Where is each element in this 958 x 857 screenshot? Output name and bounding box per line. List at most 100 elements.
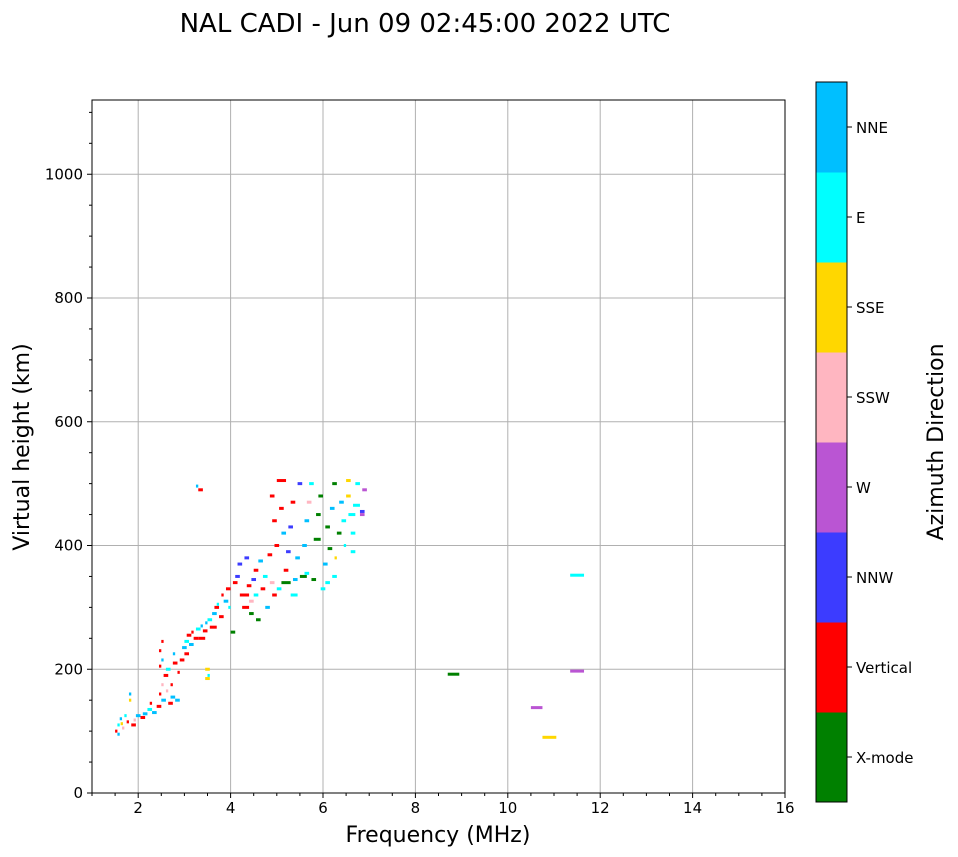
- data-point: [198, 636, 206, 640]
- colorbar-tick-label: SSW: [856, 389, 890, 407]
- data-point: [297, 482, 303, 486]
- data-point: [260, 587, 266, 591]
- data-point: [332, 482, 337, 486]
- data-point: [249, 599, 254, 603]
- data-point: [346, 494, 351, 498]
- data-point: [239, 593, 250, 597]
- data-point: [221, 593, 224, 597]
- y-tick-label: 800: [54, 289, 83, 307]
- data-point: [120, 722, 123, 726]
- data-point: [202, 629, 208, 633]
- axis-ticks: 2 4 6 8 10 12 14 16 0 200 400 600 800 1000: [45, 111, 795, 817]
- data-point: [149, 701, 153, 705]
- data-point: [219, 615, 224, 619]
- data-point: [124, 714, 127, 718]
- data-point: [225, 587, 231, 591]
- data-point: [242, 605, 250, 609]
- data-point: [161, 658, 164, 662]
- data-point: [161, 698, 166, 702]
- data-point: [184, 639, 190, 643]
- data-point: [177, 670, 180, 674]
- data-point: [276, 587, 282, 591]
- chart-title: NAL CADI - Jun 09 02:45:00 2022 UTC: [180, 9, 671, 39]
- data-point: [302, 544, 307, 547]
- data-point: [126, 720, 129, 724]
- data-point: [323, 562, 328, 566]
- x-tick-label: 14: [683, 799, 702, 817]
- data-point: [128, 698, 132, 702]
- data-point: [212, 612, 217, 616]
- colorbar-tick-label: NNE: [856, 119, 888, 137]
- data-point: [198, 488, 203, 492]
- data-point: [350, 550, 356, 554]
- data-point: [246, 584, 252, 588]
- data-point: [267, 553, 273, 557]
- x-axis-label: Frequency (MHz): [346, 823, 531, 848]
- data-point: [265, 605, 270, 609]
- y-tick-label: 600: [54, 413, 83, 431]
- data-point: [158, 664, 162, 668]
- grid-lines: [92, 100, 785, 793]
- data-point: [334, 556, 337, 560]
- data-point: [207, 673, 210, 677]
- data-point: [362, 488, 367, 492]
- data-point: [117, 732, 120, 736]
- data-point: [299, 574, 307, 578]
- colorbar-tick-label: SSE: [856, 299, 885, 317]
- data-point: [228, 605, 231, 609]
- data-point: [447, 672, 460, 676]
- data-point: [191, 630, 194, 634]
- x-tick-label: 6: [318, 799, 328, 817]
- data-point: [182, 646, 187, 650]
- colorbar-tick-label: E: [856, 209, 865, 227]
- data-point: [272, 593, 277, 597]
- data-point: [355, 482, 360, 486]
- data-point: [279, 506, 284, 510]
- data-point: [542, 735, 557, 739]
- x-tick-label: 10: [498, 799, 517, 817]
- colorbar-segment: [816, 532, 847, 623]
- data-point: [170, 683, 173, 687]
- data-point: [350, 531, 356, 535]
- data-point: [172, 661, 178, 665]
- data-point: [193, 636, 199, 640]
- data-point: [283, 568, 289, 572]
- y-tick-label: 400: [54, 537, 83, 555]
- data-point: [133, 718, 136, 722]
- data-point: [214, 605, 220, 609]
- data-point: [251, 578, 257, 582]
- data-point: [230, 630, 236, 634]
- data-point: [332, 574, 337, 578]
- colorbar-segment: [816, 82, 847, 173]
- data-point: [304, 519, 310, 523]
- data-point: [179, 658, 185, 662]
- data-point: [286, 550, 291, 554]
- data-point: [290, 593, 298, 597]
- data-point: [170, 695, 176, 699]
- data-point: [163, 673, 169, 677]
- data-point: [147, 707, 153, 711]
- data-point: [339, 500, 344, 504]
- plot-frame: [91, 99, 786, 794]
- data-point: [327, 547, 333, 551]
- x-tick-label: 8: [411, 799, 421, 817]
- colorbar-segment: [816, 622, 847, 713]
- data-point: [359, 513, 365, 517]
- x-tick-label: 16: [775, 799, 794, 817]
- data-point: [237, 562, 243, 566]
- data-point: [249, 612, 254, 616]
- colorbar-label: Azimuth Direction: [924, 343, 949, 540]
- data-point: [313, 537, 321, 541]
- data-point: [309, 482, 314, 486]
- data-point: [209, 625, 217, 629]
- data-point: [161, 683, 164, 687]
- data-point: [318, 494, 323, 498]
- colorbar-tick-label: NNW: [856, 569, 893, 587]
- data-point: [341, 519, 347, 523]
- colorbar-tick-label: Vertical: [856, 659, 912, 677]
- colorbar-frame: [815, 81, 848, 803]
- data-point: [184, 652, 190, 656]
- data-point: [235, 574, 240, 578]
